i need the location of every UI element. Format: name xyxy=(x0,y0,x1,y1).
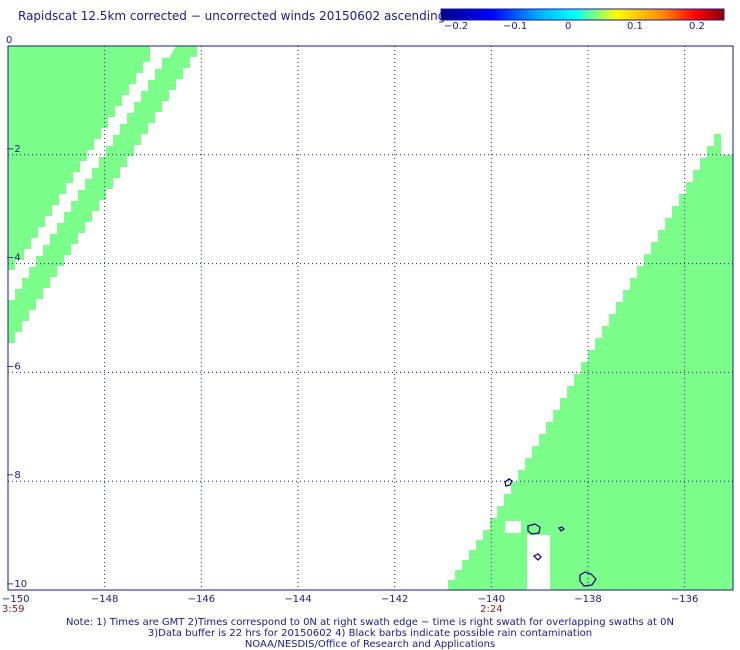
longitude-tick-label: −142 xyxy=(381,594,408,605)
swath-time-label: 3:59 xyxy=(2,604,24,612)
colorbar-label: 0.1 xyxy=(627,21,643,32)
footnote-line: NOAA/NESDIS/Office of Research and Appli… xyxy=(244,639,496,650)
latitude-tick-label: −10 xyxy=(6,579,27,590)
latitude-tick-label: −4 xyxy=(6,253,21,264)
island-outlines xyxy=(504,478,597,587)
longitude-tick-label: −138 xyxy=(574,594,601,605)
longitude-tick-label: −136 xyxy=(671,594,698,605)
island-outline xyxy=(504,478,513,487)
colorbar-label: −0.2 xyxy=(444,21,469,32)
swath-left-inner xyxy=(8,46,197,343)
longitude-tick-label: −144 xyxy=(284,594,311,605)
longitude-ticks: −150 −148 −146 −144 −142 −140 −138 −136 xyxy=(2,594,698,605)
graticule xyxy=(8,46,733,590)
map-frame xyxy=(7,45,734,591)
swath-right xyxy=(448,134,733,590)
map-title: Rapidscat 12.5km corrected − uncorrected… xyxy=(18,9,446,23)
colorbar-label: 0 xyxy=(565,21,572,32)
longitude-tick-label: −140 xyxy=(478,594,505,605)
colorbar-label: −0.1 xyxy=(503,21,528,32)
longitude-tick-label: −150 xyxy=(2,594,29,605)
footnote-line: Note: 1) Times are GMT 2)Times correspon… xyxy=(66,617,674,628)
longitude-tick-label: −148 xyxy=(91,594,118,605)
map-plot: −150 −148 −146 −144 −142 −140 −138 −136 0 −2 −4 −6… xyxy=(2,35,734,612)
latitude-tick-label: −8 xyxy=(6,470,21,481)
footnote-line: 3)Data buffer is 22 hrs for 20150602 4) … xyxy=(147,628,593,639)
colorbar-gradient xyxy=(440,8,725,21)
island-outline xyxy=(558,526,565,532)
swath-left-outer xyxy=(8,46,150,270)
colorbar-label: 0.2 xyxy=(689,21,705,32)
latitude-tick-label: −6 xyxy=(6,361,21,372)
island-outline xyxy=(579,571,597,587)
latitude-tick-label: 0 xyxy=(6,35,12,46)
island-outline xyxy=(527,523,541,535)
island-outline xyxy=(532,553,542,561)
time-labels: 3:59 2:24 xyxy=(2,604,503,612)
latitude-ticks: 0 −2 −4 −6 −8 −10 xyxy=(6,35,27,590)
latitude-tick-label: −2 xyxy=(6,144,21,155)
longitude-tick-label: −146 xyxy=(188,594,215,605)
swath-time-label: 2:24 xyxy=(480,604,502,612)
